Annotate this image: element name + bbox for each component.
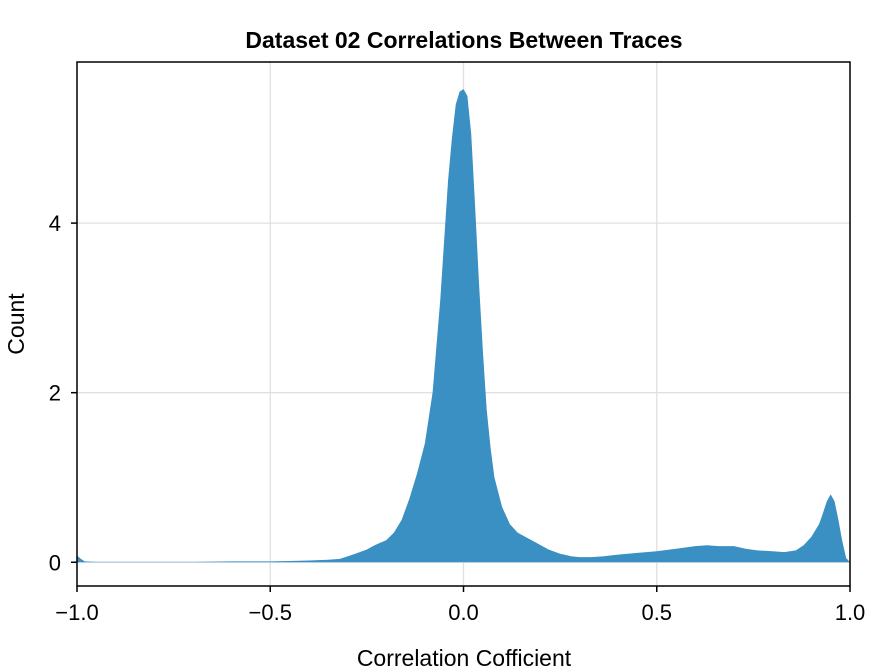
chart-title: Dataset 02 Correlations Between Traces (245, 27, 682, 53)
y-tick-label: 0 (49, 550, 61, 575)
y-tick-label: 2 (49, 381, 61, 406)
x-tick-label: 0.0 (448, 600, 479, 625)
x-axis-ticks: −1.0 −0.5 0.0 0.5 1.0 (55, 586, 865, 625)
x-tick-label: −1.0 (55, 600, 98, 625)
y-axis-ticks: 0 2 4 (49, 211, 77, 575)
x-tick-label: −0.5 (249, 600, 292, 625)
y-axis-label: Count (3, 293, 29, 355)
x-tick-label: 0.5 (641, 600, 672, 625)
x-axis-label: Correlation Cofficient (357, 645, 572, 671)
y-tick-label: 4 (49, 211, 61, 236)
density-area (77, 89, 850, 563)
x-tick-label: 1.0 (835, 600, 866, 625)
